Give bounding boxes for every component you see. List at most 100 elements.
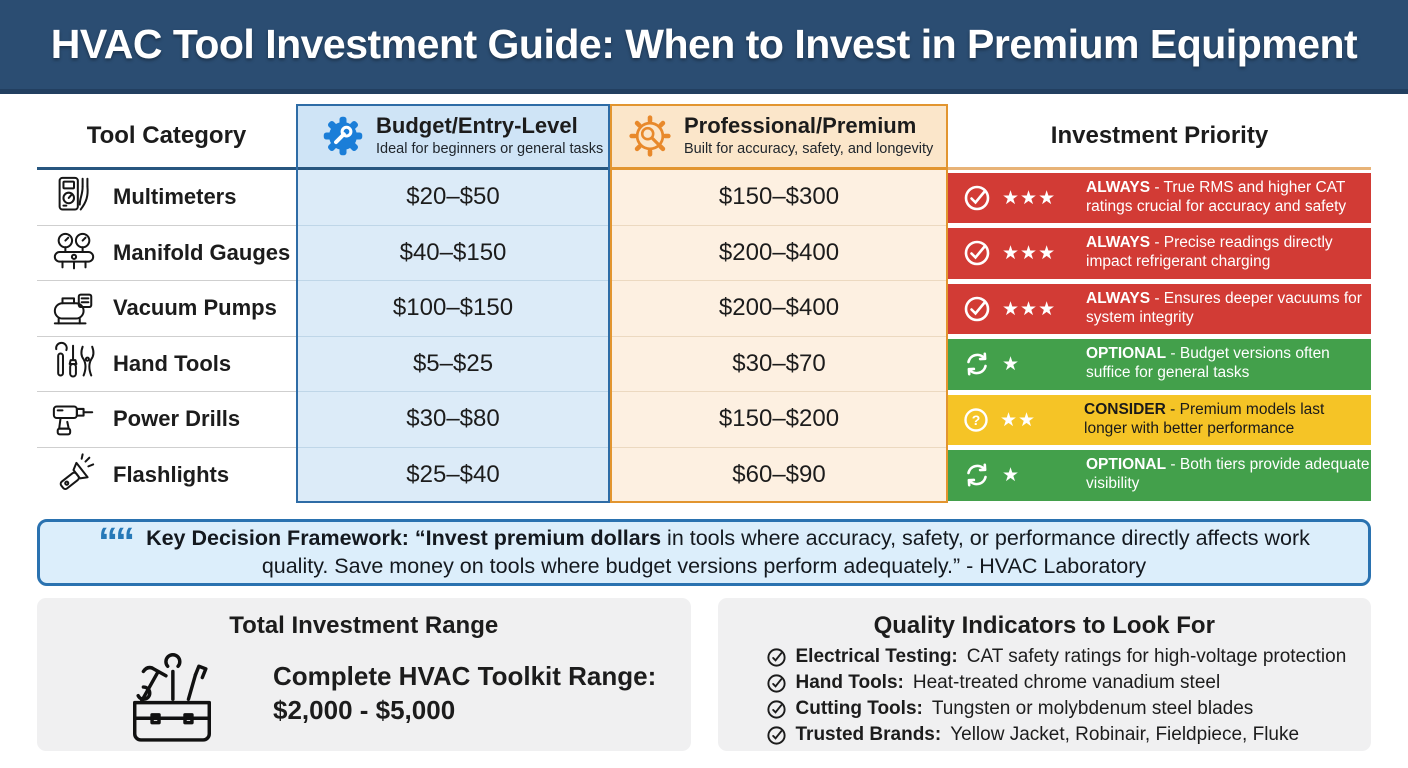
premium-column-subtitle: Built for accuracy, safety, and longevit… <box>684 140 934 157</box>
category-label: Multimeters <box>113 184 237 210</box>
budget-price-cell: $40–$150 <box>296 225 610 281</box>
budget-price-cell: $100–$150 <box>296 281 610 337</box>
budget-price: $100–$150 <box>392 294 514 322</box>
svg-text:?: ? <box>972 412 981 428</box>
star-rating: ★★ <box>1000 408 1037 431</box>
flashlight-icon <box>51 452 97 498</box>
priority-text: OPTIONAL - Both tiers provide adequate v… <box>1086 456 1370 493</box>
column-header-budget: Budget/Entry-Level Ideal for beginners o… <box>296 104 610 170</box>
content-area: Tool Category Budget/Entry-Level <box>37 104 1371 751</box>
quality-item-text: Tungsten or molybdenum steel blades <box>931 698 1254 719</box>
premium-price-cell: $200–$400 <box>610 281 948 337</box>
refresh-icon <box>962 349 992 379</box>
quality-item-label: Trusted Brands: <box>795 724 942 745</box>
quote-text: ““ Key Decision Framework: “Invest premi… <box>95 522 1313 581</box>
premium-column-title: Professional/Premium <box>684 113 917 139</box>
quality-item-text: Yellow Jacket, Robinair, Fieldpiece, Flu… <box>950 724 1300 745</box>
category-label: Manifold Gauges <box>113 239 291 265</box>
category-label: Vacuum Pumps <box>113 295 277 321</box>
table-row-category: Flashlights <box>37 447 296 503</box>
premium-price-cell: $200–$400 <box>610 225 948 281</box>
priority-badge: ★★★ ALWAYS - True RMS and higher CAT rat… <box>948 172 1371 223</box>
budget-column-subtitle: Ideal for beginners or general tasks <box>376 140 604 157</box>
priority-cell: ? ★★ CONSIDER - Premium models last long… <box>948 392 1371 448</box>
priority-badge: ★★★ ALWAYS - Precise readings directly i… <box>948 228 1371 279</box>
priority-text: OPTIONAL - Budget versions often suffice… <box>1086 345 1330 382</box>
table-row-category: Power Drills <box>37 392 296 448</box>
priority-column-title: Investment Priority <box>1050 121 1269 149</box>
premium-price-cell: $60–$90 <box>610 447 948 503</box>
priority-badge: ? ★★ CONSIDER - Premium models last long… <box>948 394 1371 445</box>
column-header-priority: Investment Priority <box>948 104 1371 170</box>
column-header-premium: Professional/Premium Built for accuracy,… <box>610 104 948 170</box>
budget-price-cell: $30–$80 <box>296 392 610 448</box>
hand-tools-icon <box>51 341 97 387</box>
premium-price-cell: $150–$200 <box>610 392 948 448</box>
budget-column-heading: Budget/Entry-Level Ideal for beginners o… <box>376 113 604 157</box>
priority-cell: ★★★ ALWAYS - True RMS and higher CAT rat… <box>948 170 1371 226</box>
priority-text: ALWAYS - True RMS and higher CAT ratings… <box>1086 178 1347 215</box>
premium-price: $30–$70 <box>732 349 826 377</box>
investment-range-text: Complete HVAC Toolkit Range: $2,000 - $5… <box>273 660 656 728</box>
premium-price: $200–$400 <box>718 294 840 322</box>
check-circle-icon <box>766 699 787 720</box>
orange-gear-magnifier-icon <box>628 114 672 158</box>
investment-line1: Complete HVAC Toolkit Range: <box>273 661 657 692</box>
priority-cell: ★★★ ALWAYS - Ensures deeper vacuums for … <box>948 281 1371 337</box>
premium-price: $150–$300 <box>718 183 840 211</box>
premium-price: $60–$90 <box>732 461 826 489</box>
quote-label: Key Decision Framework: <box>146 525 409 550</box>
star-rating: ★★★ <box>1002 242 1057 265</box>
category-label: Hand Tools <box>113 350 232 376</box>
quote-rest-segment: in tools where accuracy, safety, or perf… <box>261 525 1310 578</box>
budget-column-title: Budget/Entry-Level <box>376 113 578 139</box>
budget-price-cell: $25–$40 <box>296 447 610 503</box>
list-item: Trusted Brands: Yellow Jacket, Robinair,… <box>766 724 1352 746</box>
vacuum-pump-icon <box>51 285 97 331</box>
investment-row: Complete HVAC Toolkit Range: $2,000 - $5… <box>57 642 671 746</box>
star-rating: ★ <box>1002 353 1021 376</box>
list-item: Electrical Testing: CAT safety ratings f… <box>766 646 1352 668</box>
investment-panel-title: Total Investment Range <box>229 612 499 639</box>
priority-cell: ★ OPTIONAL - Both tiers provide adequate… <box>948 447 1371 503</box>
premium-price-cell: $150–$300 <box>610 170 948 226</box>
budget-price-cell: $5–$25 <box>296 336 610 392</box>
budget-price: $25–$40 <box>406 461 500 489</box>
premium-price-cell: $30–$70 <box>610 336 948 392</box>
budget-price: $20–$50 <box>406 183 500 211</box>
power-drill-icon <box>51 396 97 442</box>
priority-text: ALWAYS - Precise readings directly impac… <box>1086 234 1333 271</box>
priority-cell: ★ OPTIONAL - Budget versions often suffi… <box>948 336 1371 392</box>
quote-bold-segment: “Invest premium dollars <box>414 525 662 550</box>
check-circle-icon <box>962 294 992 324</box>
premium-price: $150–$200 <box>718 405 840 433</box>
budget-price-cell: $20–$50 <box>296 170 610 226</box>
list-item: Hand Tools: Heat-treated chrome vanadium… <box>766 672 1352 694</box>
quality-list: Electrical Testing: CAT safety ratings f… <box>738 646 1352 746</box>
star-rating: ★★★ <box>1002 297 1057 320</box>
star-rating: ★ <box>1002 464 1021 487</box>
budget-price: $30–$80 <box>406 405 500 433</box>
pricing-table: Tool Category Budget/Entry-Level <box>37 104 1371 503</box>
toolbox-icon <box>109 642 235 746</box>
check-circle-icon <box>766 647 787 668</box>
category-label: Flashlights <box>113 462 230 488</box>
priority-text: CONSIDER - Premium models last longer wi… <box>1084 400 1325 437</box>
table-row-category: Hand Tools <box>37 336 296 392</box>
manifold-gauges-icon <box>51 230 97 276</box>
column-header-category: Tool Category <box>37 104 296 170</box>
premium-column-heading: Professional/Premium Built for accuracy,… <box>684 113 934 157</box>
quality-item-label: Cutting Tools: <box>795 698 923 719</box>
check-circle-icon <box>766 725 787 746</box>
table-row-category: Manifold Gauges <box>37 225 296 281</box>
priority-text: ALWAYS - Ensures deeper vacuums for syst… <box>1086 289 1362 326</box>
budget-price: $40–$150 <box>399 238 507 266</box>
quality-item-label: Electrical Testing: <box>795 646 958 667</box>
check-circle-icon <box>962 183 992 213</box>
total-investment-panel: Total Investment Range Complete HVAC Too… <box>37 598 691 751</box>
check-circle-icon <box>962 238 992 268</box>
investment-line2: $2,000 - $5,000 <box>273 695 456 725</box>
premium-price: $200–$400 <box>718 238 840 266</box>
priority-cell: ★★★ ALWAYS - Precise readings directly i… <box>948 225 1371 281</box>
priority-badge: ★ OPTIONAL - Budget versions often suffi… <box>948 339 1371 390</box>
